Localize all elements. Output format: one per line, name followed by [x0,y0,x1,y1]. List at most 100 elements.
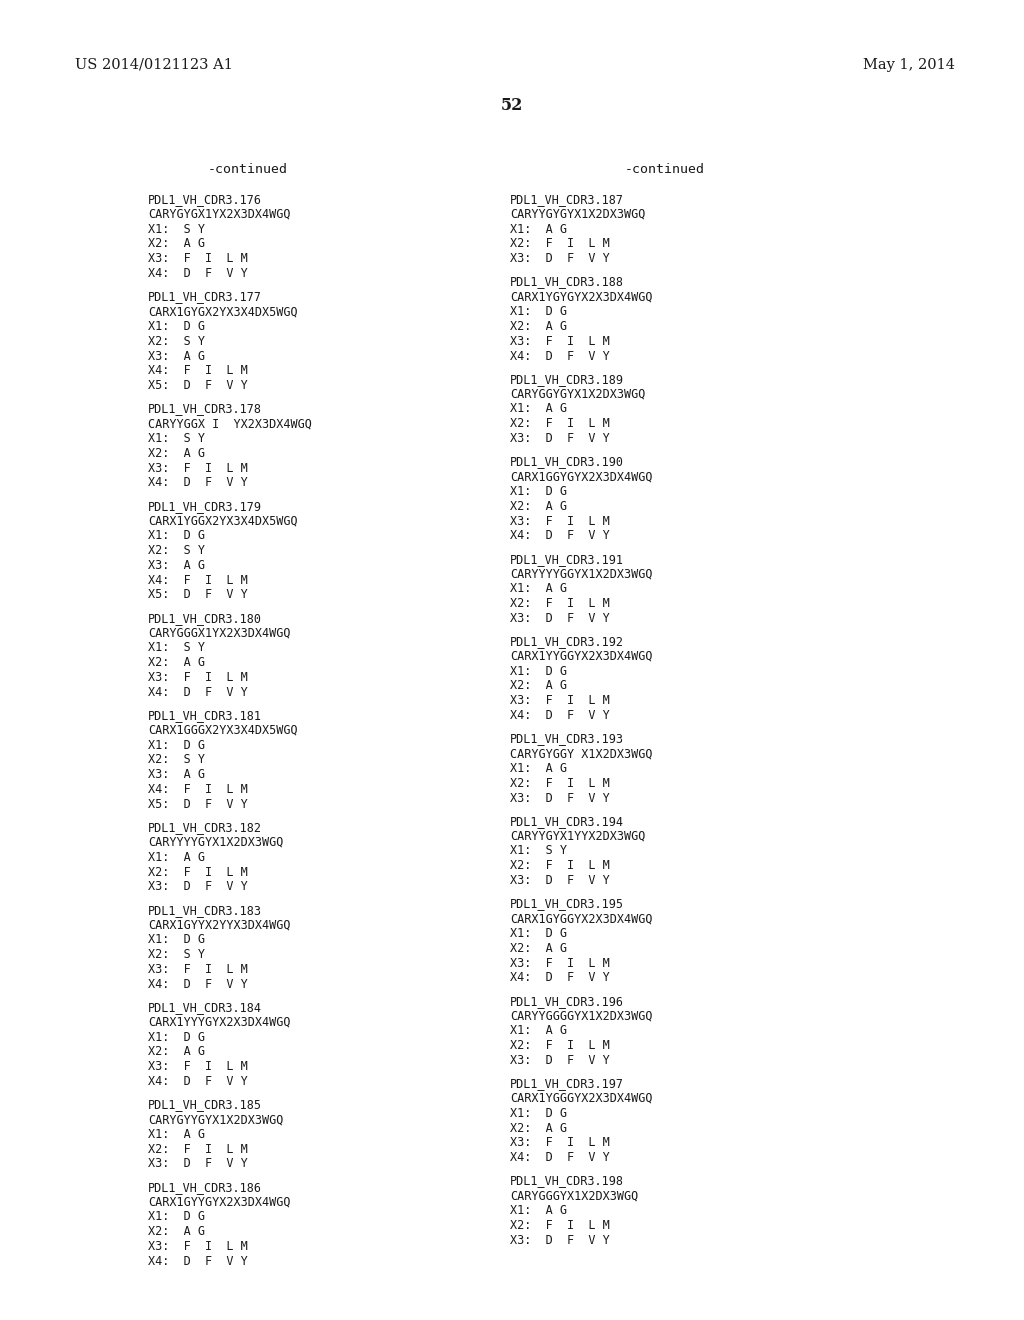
Text: X3:  F  I  L M: X3: F I L M [148,462,248,475]
Text: X2:  A G: X2: A G [148,1045,205,1059]
Text: X1:  D G: X1: D G [510,1106,567,1119]
Text: X5:  D  F  V Y: X5: D F V Y [148,379,248,392]
Text: X3:  F  I  L M: X3: F I L M [148,671,248,684]
Text: X2:  A G: X2: A G [510,941,567,954]
Text: X4:  D  F  V Y: X4: D F V Y [510,1151,609,1164]
Text: CARYYGYX1YYX2DX3WGQ: CARYYGYX1YYX2DX3WGQ [510,830,645,842]
Text: PDL1_VH_CDR3.180: PDL1_VH_CDR3.180 [148,611,262,624]
Text: X1:  S Y: X1: S Y [148,223,205,235]
Text: X2:  S Y: X2: S Y [148,754,205,767]
Text: X3:  D  F  V Y: X3: D F V Y [148,880,248,894]
Text: X2:  F  I  L M: X2: F I L M [510,417,609,430]
Text: X5:  D  F  V Y: X5: D F V Y [148,589,248,602]
Text: X3:  D  F  V Y: X3: D F V Y [510,611,609,624]
Text: X3:  F  I  L M: X3: F I L M [148,1239,248,1253]
Text: X2:  F  I  L M: X2: F I L M [510,1218,609,1232]
Text: US 2014/0121123 A1: US 2014/0121123 A1 [75,58,232,73]
Text: PDL1_VH_CDR3.197: PDL1_VH_CDR3.197 [510,1077,624,1090]
Text: X1:  A G: X1: A G [510,582,567,595]
Text: PDL1_VH_CDR3.195: PDL1_VH_CDR3.195 [510,898,624,911]
Text: CARX1GYYX2YYX3DX4WGQ: CARX1GYYX2YYX3DX4WGQ [148,919,291,932]
Text: X3:  D  F  V Y: X3: D F V Y [510,1053,609,1067]
Text: PDL1_VH_CDR3.179: PDL1_VH_CDR3.179 [148,500,262,512]
Text: PDL1_VH_CDR3.182: PDL1_VH_CDR3.182 [148,821,262,834]
Text: X3:  D  F  V Y: X3: D F V Y [510,1234,609,1246]
Text: X3:  F  I  L M: X3: F I L M [148,962,248,975]
Text: May 1, 2014: May 1, 2014 [863,58,955,73]
Text: X4:  D  F  V Y: X4: D F V Y [148,477,248,490]
Text: CARX1YGGGYX2X3DX4WGQ: CARX1YGGGYX2X3DX4WGQ [510,1092,652,1105]
Text: CARYGYGGY X1X2DX3WGQ: CARYGYGGY X1X2DX3WGQ [510,747,652,760]
Text: PDL1_VH_CDR3.186: PDL1_VH_CDR3.186 [148,1181,262,1193]
Text: X4:  D  F  V Y: X4: D F V Y [148,686,248,698]
Text: CARX1GYYGYX2X3DX4WGQ: CARX1GYYGYX2X3DX4WGQ [148,1196,291,1209]
Text: X4:  D  F  V Y: X4: D F V Y [148,1255,248,1267]
Text: X2:  F  I  L M: X2: F I L M [510,776,609,789]
Text: -continued: -continued [625,162,705,176]
Text: CARYYYYGYX1X2DX3WGQ: CARYYYYGYX1X2DX3WGQ [148,836,284,849]
Text: X3:  D  F  V Y: X3: D F V Y [510,432,609,445]
Text: PDL1_VH_CDR3.181: PDL1_VH_CDR3.181 [148,709,262,722]
Text: X1:  A G: X1: A G [148,1127,205,1140]
Text: X2:  A G: X2: A G [510,319,567,333]
Text: X1:  A G: X1: A G [510,1024,567,1038]
Text: CARX1GGYGYX2X3DX4WGQ: CARX1GGYGYX2X3DX4WGQ [510,470,652,483]
Text: X3:  F  I  L M: X3: F I L M [510,335,609,347]
Text: X1:  D G: X1: D G [510,665,567,677]
Text: X1:  A G: X1: A G [510,223,567,235]
Text: X4:  F  I  L M: X4: F I L M [148,574,248,586]
Text: PDL1_VH_CDR3.184: PDL1_VH_CDR3.184 [148,1001,262,1014]
Text: CARX1YGGX2YX3X4DX5WGQ: CARX1YGGX2YX3X4DX5WGQ [148,515,298,528]
Text: X2:  F  I  L M: X2: F I L M [510,1039,609,1052]
Text: X4:  D  F  V Y: X4: D F V Y [510,350,609,363]
Text: PDL1_VH_CDR3.191: PDL1_VH_CDR3.191 [510,553,624,565]
Text: X2:  A G: X2: A G [148,656,205,669]
Text: PDL1_VH_CDR3.177: PDL1_VH_CDR3.177 [148,290,262,304]
Text: PDL1_VH_CDR3.178: PDL1_VH_CDR3.178 [148,403,262,416]
Text: 52: 52 [501,96,523,114]
Text: X3:  F  I  L M: X3: F I L M [510,1137,609,1150]
Text: X4:  F  I  L M: X4: F I L M [148,783,248,796]
Text: X3:  A G: X3: A G [148,768,205,781]
Text: X3:  F  I  L M: X3: F I L M [510,694,609,708]
Text: X2:  A G: X2: A G [148,1225,205,1238]
Text: PDL1_VH_CDR3.193: PDL1_VH_CDR3.193 [510,733,624,746]
Text: -continued: -continued [208,162,288,176]
Text: CARYGYGX1YX2X3DX4WGQ: CARYGYGX1YX2X3DX4WGQ [148,207,291,220]
Text: X1:  S Y: X1: S Y [148,432,205,445]
Text: X1:  D G: X1: D G [510,927,567,940]
Text: X1:  S Y: X1: S Y [510,845,567,858]
Text: PDL1_VH_CDR3.185: PDL1_VH_CDR3.185 [148,1098,262,1111]
Text: X5:  D  F  V Y: X5: D F V Y [148,797,248,810]
Text: X2:  A G: X2: A G [510,1122,567,1135]
Text: X1:  D G: X1: D G [148,529,205,543]
Text: X4:  D  F  V Y: X4: D F V Y [510,972,609,985]
Text: X4:  D  F  V Y: X4: D F V Y [510,709,609,722]
Text: X1:  D G: X1: D G [148,1210,205,1224]
Text: X3:  D  F  V Y: X3: D F V Y [510,252,609,265]
Text: X2:  A G: X2: A G [148,238,205,251]
Text: PDL1_VH_CDR3.188: PDL1_VH_CDR3.188 [510,276,624,289]
Text: CARYGGYGYX1X2DX3WGQ: CARYGGYGYX1X2DX3WGQ [510,388,645,400]
Text: X1:  D G: X1: D G [510,305,567,318]
Text: X3:  A G: X3: A G [148,558,205,572]
Text: X1:  A G: X1: A G [510,1204,567,1217]
Text: X1:  A G: X1: A G [510,403,567,416]
Text: PDL1_VH_CDR3.189: PDL1_VH_CDR3.189 [510,372,624,385]
Text: CARYYYYGGYX1X2DX3WGQ: CARYYYYGGYX1X2DX3WGQ [510,568,652,581]
Text: X3:  F  I  L M: X3: F I L M [510,515,609,528]
Text: X2:  A G: X2: A G [148,446,205,459]
Text: X1:  D G: X1: D G [148,739,205,751]
Text: X3:  D  F  V Y: X3: D F V Y [148,1158,248,1171]
Text: CARX1YYGGYX2X3DX4WGQ: CARX1YYGGYX2X3DX4WGQ [510,649,652,663]
Text: X4:  D  F  V Y: X4: D F V Y [510,529,609,543]
Text: X2:  A G: X2: A G [510,500,567,512]
Text: X4:  D  F  V Y: X4: D F V Y [148,978,248,991]
Text: X2:  S Y: X2: S Y [148,335,205,347]
Text: X3:  A G: X3: A G [148,350,205,363]
Text: CARYYGGGGYX1X2DX3WGQ: CARYYGGGGYX1X2DX3WGQ [510,1010,652,1023]
Text: CARX1YGYGYX2X3DX4WGQ: CARX1YGYGYX2X3DX4WGQ [510,290,652,304]
Text: X2:  S Y: X2: S Y [148,544,205,557]
Text: X2:  F  I  L M: X2: F I L M [510,238,609,251]
Text: PDL1_VH_CDR3.187: PDL1_VH_CDR3.187 [510,193,624,206]
